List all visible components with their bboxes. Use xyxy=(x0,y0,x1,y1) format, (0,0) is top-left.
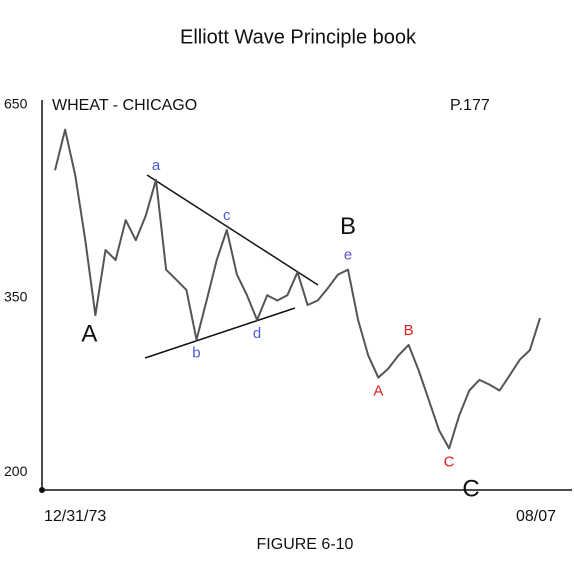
wave-label: B xyxy=(404,322,414,339)
y-tick-label: 350 xyxy=(4,289,28,305)
trend-line-upper xyxy=(146,174,319,286)
wave-label: c xyxy=(223,207,231,224)
chart-title: Elliott Wave Principle book xyxy=(180,26,417,48)
wave-label: d xyxy=(253,325,261,342)
x-tick-label: 08/07 xyxy=(516,508,556,525)
y-tick-label: 200 xyxy=(4,463,28,479)
wave-label: e xyxy=(344,247,352,264)
wave-label: B xyxy=(340,213,356,240)
trend-line-lower xyxy=(144,307,296,359)
axis-origin xyxy=(39,487,45,493)
wave-label: a xyxy=(152,157,161,174)
wave-label: A xyxy=(81,321,97,348)
chart-subtitle: WHEAT - CHICAGO xyxy=(52,97,197,114)
x-tick-label: 12/31/73 xyxy=(44,508,106,525)
page-label: P.177 xyxy=(450,97,490,114)
wave-label: C xyxy=(444,453,455,470)
wave-label: C xyxy=(462,476,479,503)
figure-caption: FIGURE 6-10 xyxy=(257,536,354,553)
wave-label: b xyxy=(192,345,200,362)
y-tick-label: 650 xyxy=(4,95,28,111)
price-line xyxy=(54,128,541,450)
wave-label: A xyxy=(373,383,383,400)
